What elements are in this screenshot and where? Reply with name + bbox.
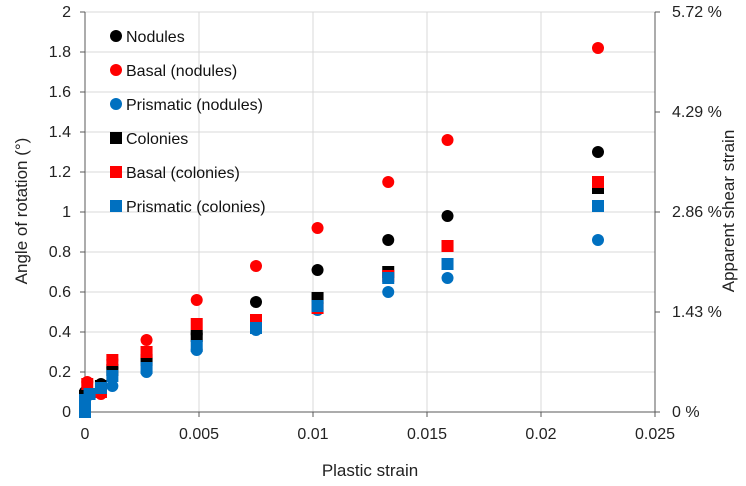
y2-axis-title: Apparent shear strain xyxy=(719,130,738,293)
data-point-nodules xyxy=(382,234,395,246)
x-tick-label: 0 xyxy=(81,426,90,443)
data-point-prismatic-colonies xyxy=(106,370,119,382)
data-point-prismatic-nodules xyxy=(382,286,395,298)
data-point-basal-nodules xyxy=(382,176,395,188)
data-point-basal-nodules xyxy=(190,294,203,306)
y-tick-label: 1 xyxy=(62,204,71,221)
data-points xyxy=(79,42,604,418)
data-point-basal-nodules xyxy=(250,260,262,272)
y-tick-label: 0 xyxy=(62,404,71,421)
x-tick-label: 0.005 xyxy=(179,426,219,443)
y-tick-label: 0.6 xyxy=(49,284,71,301)
legend-marker xyxy=(110,166,122,178)
x-axis-title: Plastic strain xyxy=(322,461,418,480)
y2-tick-labels: 0 % 1.43 % 2.86 % 4.29 % 5.72 % xyxy=(672,4,722,421)
y-tick-label: 1.6 xyxy=(49,84,71,101)
data-point-basal-nodules xyxy=(311,222,324,234)
legend-marker xyxy=(110,30,122,42)
legend-label: Colonies xyxy=(126,131,188,148)
data-point-prismatic-colonies xyxy=(79,406,91,418)
data-point-prismatic-nodules xyxy=(441,272,454,284)
data-point-prismatic-colonies xyxy=(382,272,395,284)
data-point-basal-colonies xyxy=(106,354,119,366)
legend-label: Basal (nodules) xyxy=(126,63,237,80)
data-point-nodules xyxy=(250,296,262,308)
x-tick-label: 0.015 xyxy=(407,426,447,443)
data-point-prismatic-nodules xyxy=(106,380,119,392)
data-point-basal-nodules xyxy=(592,42,604,54)
x-tick-label: 0.02 xyxy=(525,426,556,443)
data-point-prismatic-colonies xyxy=(94,382,107,394)
data-point-basal-nodules xyxy=(441,134,454,146)
y-tick-labels: 0 0.2 0.4 0.6 0.8 1 1.2 1.4 1.6 1.8 2 xyxy=(49,4,71,421)
y2-tick-label: 5.72 % xyxy=(672,4,722,21)
gridlines xyxy=(84,11,656,413)
legend-label: Nodules xyxy=(126,29,185,46)
data-point-prismatic-colonies xyxy=(441,258,454,270)
x-tick-label: 0.01 xyxy=(297,426,328,443)
y2-tick-label: 2.86 % xyxy=(672,204,722,221)
legend-marker xyxy=(110,98,122,110)
data-point-prismatic-colonies xyxy=(592,200,604,212)
data-point-colonies xyxy=(190,330,203,342)
y2-tick-label: 0 % xyxy=(672,404,700,421)
data-point-nodules xyxy=(441,210,454,222)
x-tick-label: 0.025 xyxy=(635,426,675,443)
data-point-prismatic-nodules xyxy=(592,234,604,246)
legend-label: Prismatic (nodules) xyxy=(126,97,263,114)
data-point-prismatic-colonies xyxy=(311,300,324,312)
y-tick-label: 0.4 xyxy=(49,324,71,341)
data-point-basal-colonies xyxy=(140,346,153,358)
x-tick-labels: 0 0.005 0.01 0.015 0.02 0.025 xyxy=(81,426,676,443)
data-point-prismatic-colonies xyxy=(83,388,96,400)
y-axis-title: Angle of rotation (°) xyxy=(12,138,31,285)
y-tick-label: 2 xyxy=(62,4,71,21)
y2-tick-label: 4.29 % xyxy=(672,104,722,121)
legend-label: Basal (colonies) xyxy=(126,165,240,182)
data-point-basal-colonies xyxy=(81,378,94,390)
data-point-basal-colonies xyxy=(190,318,203,330)
y-tick-label: 1.4 xyxy=(49,124,71,141)
data-point-basal-colonies xyxy=(592,176,604,188)
axes xyxy=(80,11,660,417)
data-point-nodules xyxy=(592,146,604,158)
y-tick-label: 0.2 xyxy=(49,364,71,381)
y2-tick-label: 1.43 % xyxy=(672,304,722,321)
data-point-basal-colonies xyxy=(441,240,454,252)
legend-marker xyxy=(110,132,122,144)
legend-marker xyxy=(110,64,122,76)
y-tick-label: 1.8 xyxy=(49,44,71,61)
y-tick-label: 1.2 xyxy=(49,164,71,181)
y-tick-label: 0.8 xyxy=(49,244,71,261)
legend-label: Prismatic (colonies) xyxy=(126,199,266,216)
legend: Nodules Basal (nodules) Prismatic (nodules… xyxy=(110,29,266,216)
data-point-prismatic-colonies xyxy=(140,362,153,374)
data-point-basal-nodules xyxy=(140,334,153,346)
data-point-nodules xyxy=(311,264,324,276)
data-point-prismatic-colonies xyxy=(190,340,203,352)
legend-marker xyxy=(110,200,122,212)
data-point-prismatic-colonies xyxy=(250,322,262,334)
